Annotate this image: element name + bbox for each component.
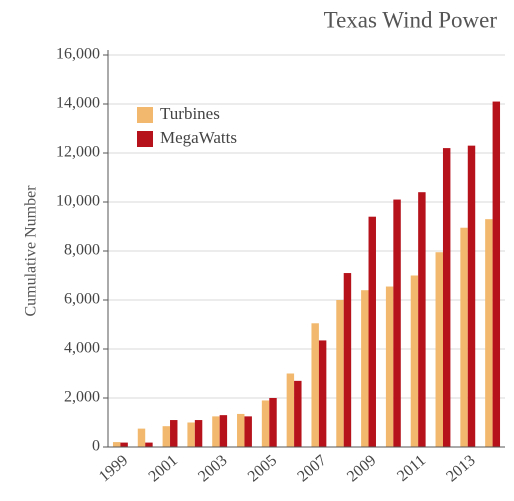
- bar: [492, 101, 501, 448]
- y-tick-label: 4,000: [64, 340, 100, 357]
- y-tick-label: 8,000: [64, 242, 100, 259]
- bar: [343, 273, 352, 447]
- legend-swatch: [137, 131, 153, 147]
- bar: [137, 428, 146, 447]
- bar: [467, 145, 476, 447]
- bar: [410, 275, 419, 447]
- y-tick-label: 12,000: [56, 144, 100, 161]
- bar: [311, 323, 319, 447]
- x-tick-label: 2009: [344, 452, 379, 486]
- bar: [187, 422, 195, 447]
- x-tick-label: 2001: [146, 452, 181, 486]
- bar: [261, 400, 270, 447]
- bar: [361, 290, 369, 447]
- bar: [219, 415, 228, 447]
- bar: [485, 219, 493, 447]
- bar: [145, 442, 153, 447]
- bar: [237, 413, 245, 447]
- bar: [393, 199, 401, 447]
- x-tick-label: 1999: [96, 452, 131, 486]
- x-tick-label: 2007: [294, 452, 329, 486]
- x-tick-label: 2011: [394, 452, 429, 485]
- y-tick-label: 10,000: [56, 193, 100, 210]
- bar: [460, 227, 468, 447]
- bar: [112, 442, 121, 447]
- chart-title: Texas Wind Power: [324, 7, 498, 32]
- x-tick-label: 2003: [195, 452, 230, 486]
- bar: [336, 300, 344, 447]
- x-tick-label: 2013: [443, 452, 478, 486]
- y-tick-label: 6,000: [64, 291, 100, 308]
- bar: [194, 420, 203, 447]
- legend-label: Turbines: [160, 104, 220, 123]
- bar: [294, 380, 302, 447]
- bar: [385, 286, 394, 447]
- y-tick-label: 14,000: [56, 95, 100, 112]
- bar: [318, 340, 327, 447]
- bar: [368, 216, 376, 447]
- bar: [162, 426, 171, 447]
- x-tick-label: 2005: [245, 452, 280, 486]
- bar: [286, 373, 295, 447]
- bar: [212, 416, 220, 447]
- bar: [435, 252, 443, 447]
- legend-label: MegaWatts: [160, 128, 237, 147]
- y-tick-label: 16,000: [56, 46, 100, 63]
- bar: [269, 398, 277, 447]
- legend-swatch: [137, 107, 153, 123]
- bar: [170, 420, 178, 447]
- bar: [418, 192, 426, 447]
- bar: [120, 442, 128, 447]
- y-tick-label: 2,000: [64, 389, 100, 406]
- y-axis-label: Cumulative Number: [23, 185, 40, 317]
- bar: [244, 416, 252, 447]
- y-tick-label: 0: [92, 438, 100, 455]
- bar: [442, 148, 451, 447]
